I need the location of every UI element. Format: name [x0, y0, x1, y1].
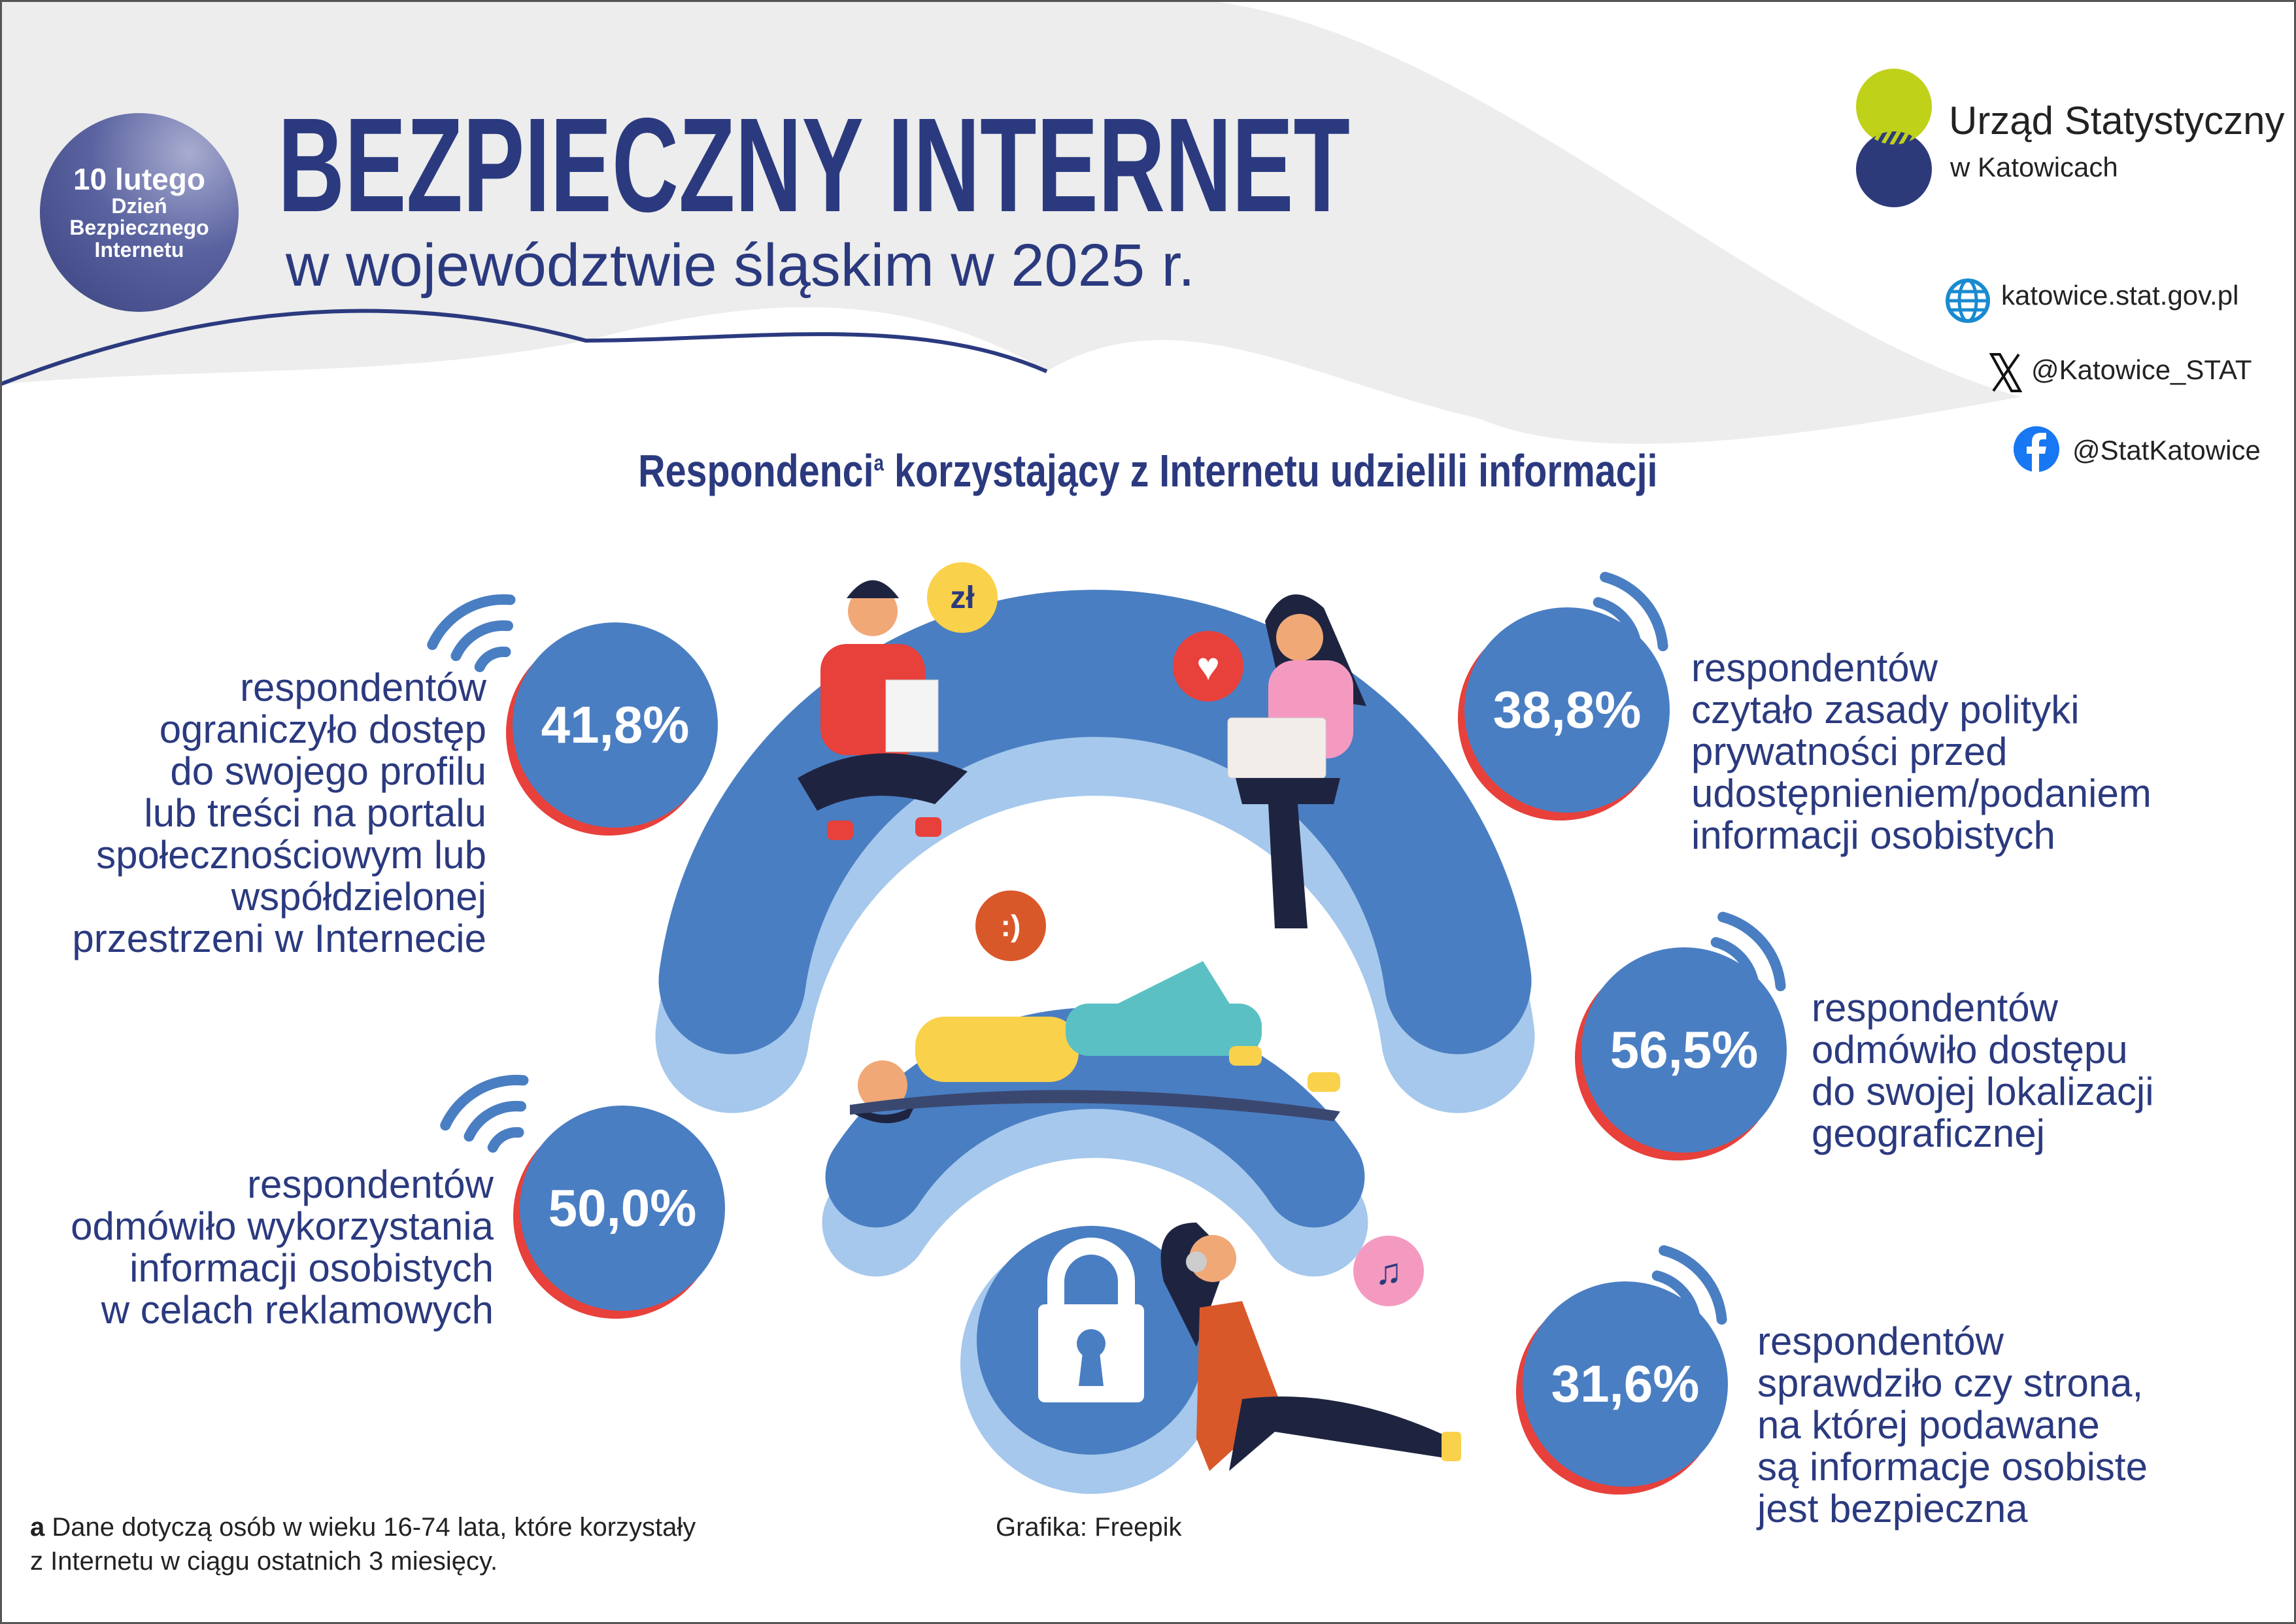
mini-wifi-arc — [487, 1126, 524, 1153]
logo-name-line2: w Katowicach — [1950, 152, 2118, 182]
money-speech-bubble: zł — [927, 562, 998, 633]
stat-description: respondentów odmówiło dostępu do swojej … — [1812, 986, 2154, 1155]
website-link[interactable]: katowice.stat.gov.pl — [2001, 280, 2239, 311]
header-divider-line — [0, 309, 1048, 386]
badge-date: 10 lutego — [73, 162, 205, 197]
graphics-credit: Grafika: Freepik — [996, 1513, 1182, 1542]
person-laptop-illustration — [1227, 594, 1366, 928]
x-account-link[interactable]: @Katowice_STAT — [2031, 354, 2252, 385]
stat-value-circle: 31,6% — [1523, 1281, 1728, 1487]
wifi-arc-medium — [825, 1007, 1365, 1228]
mini-wifi-arc — [474, 646, 511, 673]
logo-name-line1: Urząd Statystyczny — [1949, 99, 2285, 143]
heading-text: Respondenci — [638, 445, 874, 496]
event-badge: 10 lutego Dzień Bezpiecznego Internetu — [40, 113, 239, 312]
heart-speech-bubble: ♥ — [1173, 631, 1243, 702]
smile-speech-bubble: :) — [975, 890, 1046, 961]
padlock-icon — [1038, 1238, 1144, 1402]
stat-value-circle: 38,8% — [1464, 607, 1670, 813]
stat-value-circle: 41,8% — [513, 622, 718, 828]
mini-wifi-arc — [440, 1074, 529, 1131]
mini-wifi-arc — [1600, 571, 1668, 652]
heading-text-rest: korzystający z Internetu udzielili infor… — [884, 445, 1658, 496]
badge-line1: Dzień — [111, 194, 167, 218]
person-sitting-tablet-illustration — [798, 580, 968, 840]
facebook-icon — [2014, 426, 2059, 472]
music-speech-bubble: ♫ — [1353, 1236, 1424, 1306]
footnote-marker: a — [873, 450, 885, 476]
stat-description: respondentów odmówiło wykorzystania info… — [71, 1162, 494, 1332]
mini-wifi-arc — [1717, 911, 1786, 992]
footnote: a Dane dotyczą osób w wieku 16-74 lata, … — [30, 1510, 696, 1578]
mini-wifi-arc — [1659, 1245, 1727, 1325]
stat-description: respondentów ograniczyło dostęp do swoje… — [72, 666, 486, 960]
stat-description: respondentów sprawdziło czy strona, na k… — [1757, 1319, 2148, 1531]
mini-wifi-arc — [427, 594, 516, 651]
stat-description: respondentów czytało zasady polityki pry… — [1691, 646, 2152, 857]
header-grey-shape — [0, 0, 2021, 444]
footnote-line2: z Internetu w ciągu ostatnich 3 miesięcy… — [30, 1547, 498, 1576]
us-logo-icon — [1856, 69, 1932, 207]
wifi-symbol — [655, 590, 1535, 1277]
badge-line3: Internetu — [94, 237, 184, 262]
badge-line2: Bezpiecznego — [69, 216, 209, 240]
page-subtitle: w województwie śląskim w 2025 r. — [286, 232, 1195, 299]
x-logo-icon — [1989, 353, 2022, 392]
globe-icon — [1946, 279, 1990, 323]
section-heading: Respondencia korzystający z Internetu ud… — [0, 445, 2296, 497]
mini-wifi-arc — [464, 1100, 526, 1142]
person-headphones-illustration — [1160, 1223, 1461, 1471]
stat-value-circle: 50,0% — [520, 1106, 725, 1311]
person-lying-illustration — [850, 961, 1340, 1123]
stat-value-circle: 56,5% — [1581, 947, 1787, 1153]
footnote-line1: Dane dotyczą osób w wieku 16-74 lata, kt… — [44, 1513, 696, 1542]
wifi-arc-large — [658, 590, 1532, 1055]
page-title: BEZPIECZNY INTERNET — [278, 90, 1350, 240]
facebook-account-link[interactable]: @StatKatowice — [2072, 435, 2261, 465]
footnote-marker-a: a — [30, 1513, 45, 1542]
mini-wifi-arc — [450, 620, 513, 662]
